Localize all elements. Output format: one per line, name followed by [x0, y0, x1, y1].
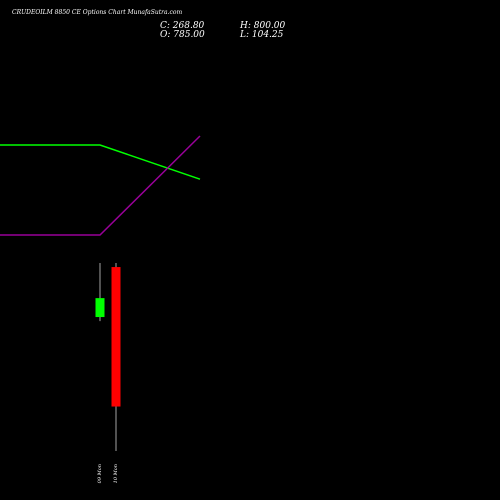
- indicator-line-1: [0, 144, 201, 180]
- x-tick-label-2: 10 Mon: [113, 464, 119, 483]
- title-text: CRUDEOILM 8850 CE Options Chart MunafaSu…: [12, 9, 183, 16]
- open-value: O: 785.00: [160, 30, 205, 40]
- candle-body-1: [95, 298, 105, 318]
- low-value: L: 104.25: [240, 30, 284, 40]
- x-tick-label-1: 09 Mon: [97, 464, 103, 483]
- indicator-line-2: [0, 135, 201, 236]
- candle-body-2: [111, 267, 121, 407]
- close-value: C: 268.80: [160, 21, 205, 31]
- high-value: H: 800.00: [240, 21, 286, 31]
